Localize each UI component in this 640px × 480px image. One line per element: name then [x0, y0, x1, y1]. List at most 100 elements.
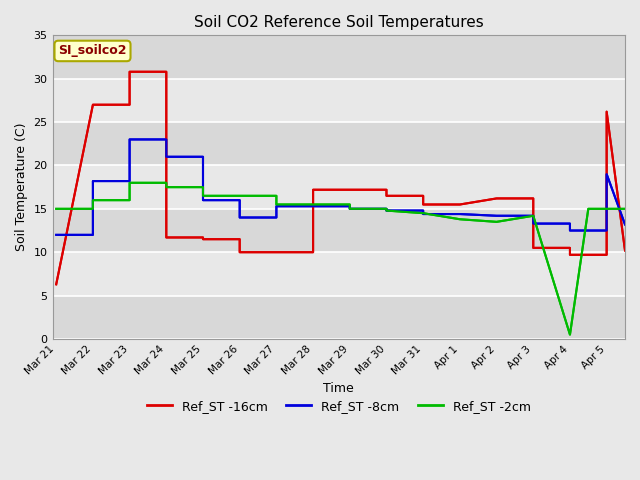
Bar — [52, 296, 625, 339]
Bar — [52, 209, 625, 252]
Ref_ST -16cm — [346, 187, 354, 192]
Title: Soil CO2 Reference Soil Temperatures: Soil CO2 Reference Soil Temperatures — [194, 15, 484, 30]
Ref_ST -2cm — [236, 193, 244, 199]
Ref_ST -2cm — [273, 202, 280, 207]
Ref_ST -16cm — [621, 248, 629, 253]
Line: Ref_ST -2cm: Ref_ST -2cm — [56, 183, 625, 335]
Ref_ST -8cm — [126, 178, 134, 184]
Ref_ST -2cm — [309, 202, 317, 207]
Ref_ST -16cm — [529, 195, 537, 201]
Ref_ST -8cm — [89, 232, 97, 238]
Ref_ST -8cm — [419, 208, 427, 214]
Ref_ST -16cm — [163, 235, 170, 240]
Ref_ST -16cm — [603, 109, 611, 115]
Ref_ST -16cm — [383, 187, 390, 192]
Ref_ST -8cm — [603, 171, 611, 177]
Ref_ST -2cm — [163, 184, 170, 190]
Ref_ST -16cm — [163, 69, 170, 75]
Ref_ST -16cm — [383, 193, 390, 199]
Ref_ST -16cm — [493, 195, 500, 201]
Ref_ST -8cm — [603, 228, 611, 233]
Ref_ST -2cm — [273, 193, 280, 199]
Ref_ST -16cm — [273, 249, 280, 255]
Ref_ST -2cm — [163, 180, 170, 186]
Ref_ST -16cm — [603, 252, 611, 258]
Ref_ST -8cm — [383, 206, 390, 212]
Ref_ST -2cm — [584, 206, 592, 212]
Bar — [52, 122, 625, 166]
Ref_ST -16cm — [126, 69, 134, 75]
Ref_ST -8cm — [273, 204, 280, 209]
Ref_ST -2cm — [89, 206, 97, 212]
Ref_ST -16cm — [529, 245, 537, 251]
Ref_ST -16cm — [456, 202, 464, 207]
Bar — [52, 166, 625, 209]
Ref_ST -8cm — [89, 178, 97, 184]
Ref_ST -8cm — [346, 204, 354, 209]
Ref_ST -2cm — [621, 206, 629, 212]
Ref_ST -8cm — [456, 211, 464, 217]
Bar — [52, 252, 625, 296]
Ref_ST -8cm — [346, 206, 354, 212]
Ref_ST -8cm — [236, 215, 244, 220]
Ref_ST -16cm — [236, 249, 244, 255]
Ref_ST -8cm — [529, 221, 537, 227]
Ref_ST -2cm — [456, 216, 464, 222]
Ref_ST -2cm — [566, 332, 574, 337]
Ref_ST -2cm — [126, 197, 134, 203]
Ref_ST -2cm — [346, 202, 354, 207]
Ref_ST -16cm — [419, 193, 427, 199]
Ref_ST -8cm — [566, 228, 574, 233]
Ref_ST -16cm — [126, 102, 134, 108]
Ref_ST -2cm — [603, 206, 611, 212]
Ref_ST -8cm — [199, 154, 207, 160]
Ref_ST -16cm — [199, 235, 207, 240]
Ref_ST -2cm — [493, 219, 500, 225]
Ref_ST -16cm — [52, 281, 60, 287]
Ref_ST -16cm — [89, 102, 97, 108]
Ref_ST -8cm — [163, 136, 170, 142]
Bar — [52, 79, 625, 122]
Ref_ST -16cm — [566, 245, 574, 251]
Line: Ref_ST -16cm: Ref_ST -16cm — [56, 72, 625, 284]
Legend: Ref_ST -16cm, Ref_ST -8cm, Ref_ST -2cm: Ref_ST -16cm, Ref_ST -8cm, Ref_ST -2cm — [141, 395, 536, 418]
Ref_ST -2cm — [529, 213, 537, 219]
Ref_ST -2cm — [493, 219, 500, 225]
X-axis label: Time: Time — [323, 382, 354, 395]
Ref_ST -16cm — [199, 236, 207, 242]
Ref_ST -8cm — [126, 136, 134, 142]
Ref_ST -2cm — [529, 213, 537, 219]
Ref_ST -8cm — [621, 222, 629, 228]
Ref_ST -16cm — [566, 252, 574, 258]
Ref_ST -8cm — [236, 197, 244, 203]
Ref_ST -16cm — [346, 187, 354, 192]
Ref_ST -2cm — [89, 197, 97, 203]
Ref_ST -8cm — [529, 213, 537, 219]
Ref_ST -2cm — [566, 332, 574, 337]
Line: Ref_ST -8cm: Ref_ST -8cm — [56, 139, 625, 235]
Ref_ST -8cm — [383, 208, 390, 214]
Ref_ST -16cm — [273, 249, 280, 255]
Ref_ST -2cm — [309, 202, 317, 207]
Ref_ST -16cm — [419, 202, 427, 207]
Ref_ST -8cm — [419, 211, 427, 217]
Ref_ST -2cm — [383, 206, 390, 212]
Ref_ST -2cm — [52, 206, 60, 212]
Ref_ST -2cm — [236, 193, 244, 199]
Ref_ST -2cm — [199, 184, 207, 190]
Ref_ST -16cm — [309, 249, 317, 255]
Text: SI_soilco2: SI_soilco2 — [58, 45, 127, 58]
Ref_ST -8cm — [273, 215, 280, 220]
Ref_ST -16cm — [236, 236, 244, 242]
Ref_ST -8cm — [309, 204, 317, 209]
Ref_ST -2cm — [346, 206, 354, 212]
Bar — [52, 36, 625, 79]
Ref_ST -2cm — [199, 193, 207, 199]
Ref_ST -2cm — [419, 210, 427, 216]
Ref_ST -8cm — [199, 197, 207, 203]
Ref_ST -8cm — [163, 154, 170, 160]
Ref_ST -8cm — [566, 221, 574, 227]
Ref_ST -8cm — [52, 232, 60, 238]
Ref_ST -2cm — [383, 208, 390, 214]
Ref_ST -2cm — [126, 180, 134, 186]
